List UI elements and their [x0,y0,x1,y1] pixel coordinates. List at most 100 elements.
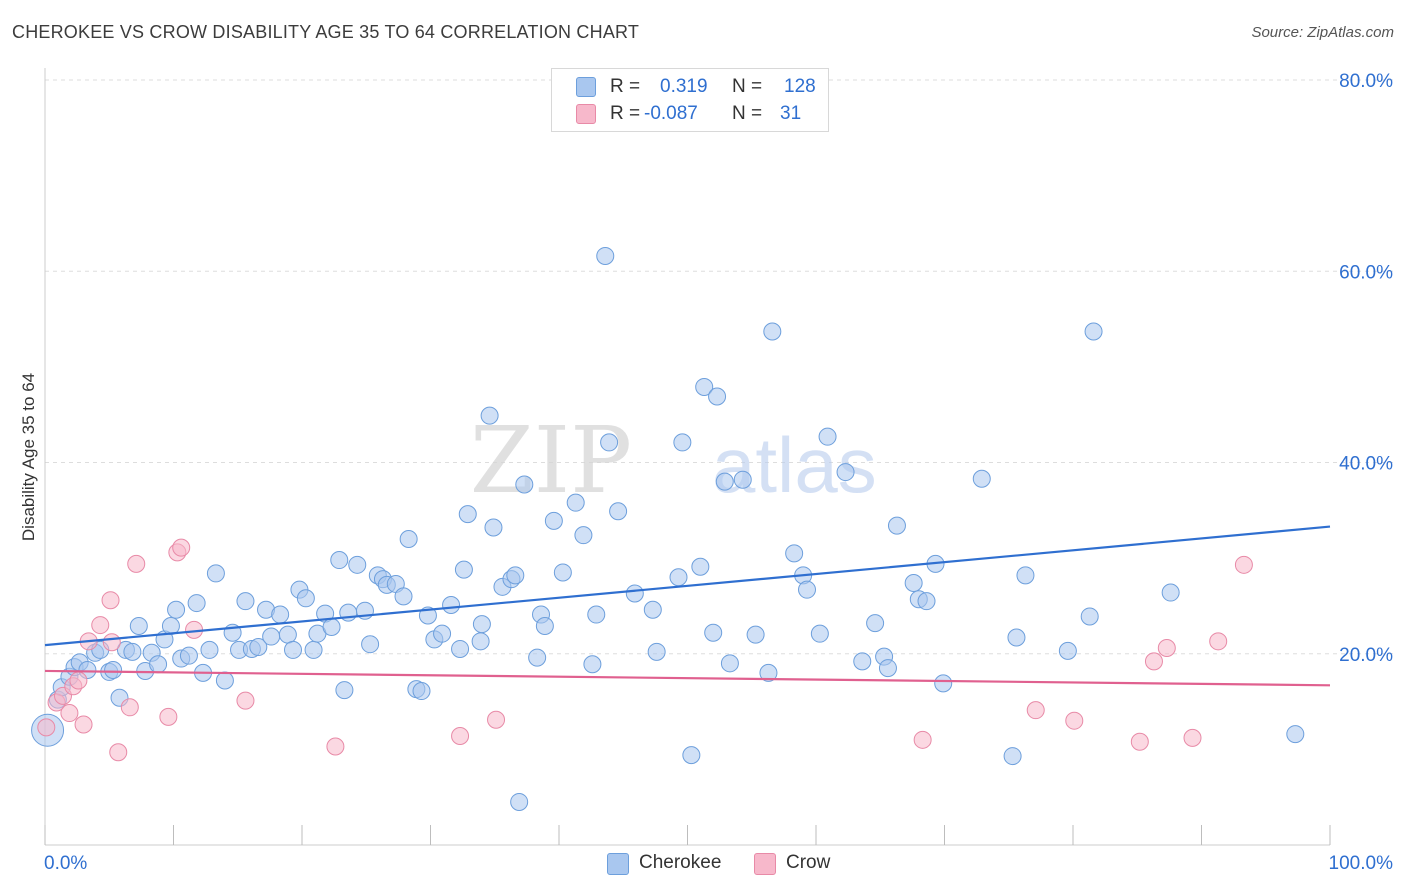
cherokee-point [149,655,168,674]
crow-point [1209,632,1228,651]
cherokee-point [583,655,602,674]
crow-point [913,730,932,749]
crow-point [172,538,191,557]
cherokee-point [759,663,778,682]
cherokee-point [763,322,782,341]
cherokee-point [1286,725,1305,744]
legend-r-value: 0.319 [660,76,708,97]
cherokee-point [271,605,290,624]
cherokee-point [695,377,714,396]
cherokee-point [746,625,765,644]
cherokee-point [1058,641,1077,660]
cherokee-point [361,635,380,654]
cherokee-point [167,600,186,619]
crow-point [1144,652,1163,671]
trendlines [44,525,1331,687]
crow-point [1065,711,1084,730]
crow-point [1130,732,1149,751]
crow-point [74,715,93,734]
crow-point [1157,639,1176,658]
y-tick-label: 40.0% [1339,454,1393,475]
cherokee-point [1016,566,1035,585]
cherokee-point [179,646,198,665]
cherokee-point [574,526,593,545]
cherokee-point [1084,322,1103,341]
crow-point [326,737,345,756]
watermark-atlas: atlas [712,421,877,509]
crow-point [236,691,255,710]
crow-swatch [754,853,776,875]
y-axis-label: Disability Age 35 to 64 [19,373,38,541]
cherokee-point [625,584,644,603]
cherokee-point [249,638,268,657]
y-tick-label: 60.0% [1339,262,1393,283]
gridlines [45,79,1395,655]
cherokee-point [187,594,206,613]
cherokee-point [715,472,734,491]
cherokee-point [123,642,142,661]
crow-point [127,554,146,573]
source-label: Source: ZipAtlas.com [1251,24,1394,41]
cherokee-point [609,502,628,521]
crow-point [159,707,178,726]
cherokee-point [934,674,953,693]
series-cherokee [31,246,1305,811]
cherokee-point [433,624,452,643]
cherokee-point [535,617,554,636]
cherokee-point [818,427,837,446]
crow-trendline [44,669,1331,687]
cherokee-point [278,625,297,644]
cherokee-point [480,406,499,425]
cherokee-point [394,587,413,606]
cherokee-point [412,682,431,701]
cherokee-point [458,505,477,524]
crow-point [120,698,139,717]
cherokee-point [129,617,148,636]
cherokee-point [262,627,281,646]
stats-legend: R = 0.319 N = 128 R = -0.087 N = 31 [551,68,829,132]
cherokee-point [600,433,619,452]
legend-n-label: N = [732,103,763,124]
cherokee-point [200,640,219,659]
crow-point [60,704,79,723]
cherokee-point [104,661,123,680]
crow-point [101,591,120,610]
cherokee-point [296,589,315,608]
cherokee-point [1161,583,1180,602]
cherokee-point [510,792,529,811]
crow-swatch [576,104,596,124]
cherokee-point [587,605,606,624]
cherokee-point [691,557,710,576]
cherokee-swatch [607,853,629,875]
crow-point [102,633,121,652]
crow-point [487,710,506,729]
cherokee-point [673,433,692,452]
legend-r-value: -0.087 [644,103,698,124]
crow-point [1234,555,1253,574]
legend-n-value: 128 [784,76,816,97]
cherokee-point [322,617,341,636]
cherokee-point [798,580,817,599]
cherokee-point [471,632,490,651]
crow-point [1183,728,1202,747]
cherokee-point [647,642,666,661]
cherokee-point [733,470,752,489]
watermark: ZIP [470,407,632,514]
x-tick-label: 0.0% [44,853,87,874]
cherokee-point [348,555,367,574]
cherokee-point [1003,747,1022,766]
cherokee-point [528,648,547,667]
cherokee-point [330,551,349,570]
cherokee-point [451,639,470,658]
cherokee-point [866,614,885,633]
cherokee-point [643,600,662,619]
crow-point [109,743,128,762]
legend-n-label: N = [732,76,763,97]
y-tick-label: 80.0% [1339,71,1393,92]
cherokee-point [669,568,688,587]
cherokee-trendline [44,525,1331,647]
cherokee-point [904,573,923,592]
cherokee-point [544,511,563,530]
crow-point [91,616,110,635]
